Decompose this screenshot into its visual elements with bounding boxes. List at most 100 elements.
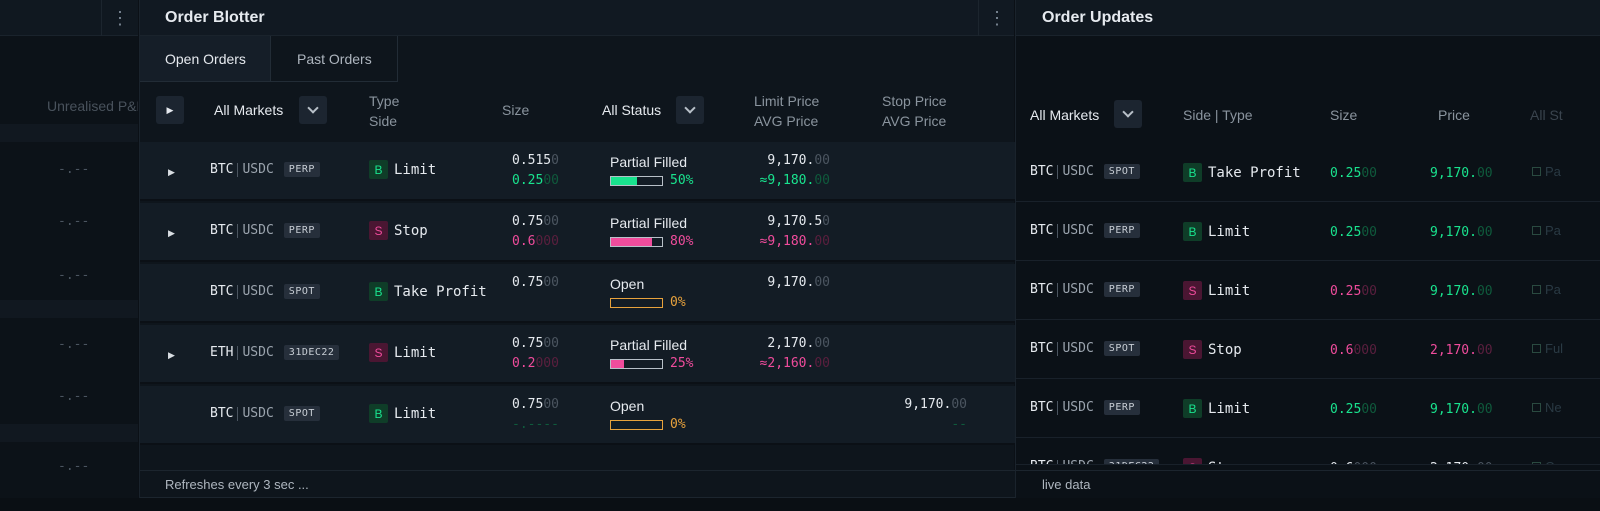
market-badge: PERP [283,162,320,177]
market-separator [1057,400,1059,415]
table-row[interactable]: ▶ ETH USDC 31DEC22 S Limit 0.7500 0.2000 Partial… [140,325,1015,384]
list-item[interactable]: BTC USDC PERP B Limit 0.2500 9,170.00 Ne [1016,379,1600,438]
side-type-cell: S Limit [1183,281,1250,300]
update-price: 2,170.00 [1430,461,1493,464]
limit-price: 9,170.00 [767,153,830,168]
filled-size: -.---- [512,417,559,432]
updates-price-header: Price [1438,107,1470,123]
side-type-cell: B Limit [369,404,436,423]
price-trailing-digits: 00 [1476,284,1493,299]
market-badge: SPOT [1103,341,1140,356]
blotter-kebab-icon[interactable]: ⋮ [988,7,1006,28]
side-type-header: Side | Type [1183,107,1253,123]
market-cell: BTC USDC PERP [1030,400,1140,415]
expand-row-icon[interactable]: ▶ [168,167,175,177]
size-trailing-digits: 00 [1361,166,1377,181]
market-cell: BTC USDC PERP [210,162,320,177]
expand-all-button[interactable]: ▶ [156,96,184,124]
blotter-header: Order Blotter ⋮ [140,0,1014,36]
header-divider [101,0,102,36]
fill-percent: 0% [670,417,686,432]
order-updates-panel: Order Updates All Markets Side | Type Si… [1015,0,1600,511]
size-trailing-digits: 0 [551,153,559,168]
fill-percent: 80% [670,234,694,249]
filled-size: 0.6000 [512,234,559,249]
positions-kebab-icon[interactable]: ⋮ [111,7,129,28]
market-badge: PERP [283,223,320,238]
type-header: Type [369,93,400,109]
update-price: 9,170.00 [1430,402,1493,417]
order-type: Stop [1208,341,1242,358]
quote-asset: USDC [1062,459,1093,464]
chevron-down-icon [1122,106,1134,118]
market-separator [1057,223,1059,238]
size-header: Size [502,102,530,118]
markets-filter-dropdown[interactable] [299,96,327,124]
status-text: Pa [1545,164,1561,179]
stop-avg-price: -- [951,417,967,432]
size-trailing-digits: 00 [543,397,559,412]
table-row[interactable]: BTC USDC SPOT B Limit 0.7500 -.---- Open 0% 9,170… [140,386,1015,445]
updates-markets-filter-dropdown[interactable] [1114,100,1142,128]
price-digits: 9,170. [1430,284,1477,299]
side-type-cell: S Stop [1183,340,1242,359]
status-text: Pa [1545,223,1561,238]
list-item[interactable]: BTC USDC SPOT S Stop 0.6000 2,170.00 Ful [1016,320,1600,379]
size-digits: 0.515 [512,153,552,168]
size-digits: 0.25 [1330,225,1362,240]
base-asset: BTC [1030,164,1054,179]
filled-digits: 0.6 [512,234,536,249]
expand-row-icon[interactable]: ▶ [168,228,175,238]
size-trailing-digits: 00 [543,275,559,290]
quote-asset: USDC [1062,282,1094,297]
size-trailing-digits: 00 [543,214,559,229]
side-badge: B [369,282,388,301]
fill-percent: 50% [670,173,694,188]
size-digits: 0.6 [1330,461,1353,464]
updates-markets-filter-label: All Markets [1030,107,1100,123]
status-label: Partial Filled [610,337,688,353]
price-digits: 9,170. [1430,166,1477,181]
limit-price: 9,170.50 [767,214,830,229]
expand-row-icon[interactable]: ▶ [168,350,175,360]
table-row[interactable]: ▶ BTC USDC PERP B Limit 0.5150 0.2500 Partial Fi… [140,142,1015,201]
size-digits: 0.6 [1330,343,1354,358]
market-badge: 31DEC22 [1103,459,1160,464]
row-stripe [0,300,138,318]
tab-past-orders[interactable]: Past Orders [271,36,398,82]
order-blotter-panel: Order Blotter ⋮ Open Orders Past Orders … [139,0,1015,511]
order-type: Take Profit [394,283,487,300]
order-size: 0.7500 [512,397,559,412]
status-square-icon [1532,403,1541,412]
update-status: Ca [1532,459,1562,464]
list-item[interactable]: BTC USDC SPOT B Take Profit 0.2500 9,170.00 Pa [1016,143,1600,202]
table-row[interactable]: BTC USDC SPOT B Take Profit 0.7500 Open 0% 9,170… [140,264,1015,323]
avg-price: ≈9,180.00 [760,173,830,188]
tab-open-orders[interactable]: Open Orders [140,36,271,82]
list-item[interactable]: BTC USDC 31DEC22 S Stop 0.6000 2,170.00 Ca [1016,438,1600,465]
update-size: 0.6000 [1330,343,1377,358]
table-row[interactable]: ▶ BTC USDC PERP S Stop 0.7500 0.6000 Partial Fil… [140,203,1015,262]
base-asset: BTC [1030,459,1053,464]
market-cell: BTC USDC PERP [1030,282,1140,297]
filled-digits: 0.2 [512,356,536,371]
side-type-cell: S Stop [1183,458,1242,464]
order-type: Limit [1208,223,1251,240]
order-type: Limit [394,344,437,361]
status-text: Pa [1545,282,1561,297]
update-price: 9,170.00 [1430,225,1493,240]
status-filter-dropdown[interactable] [676,96,704,124]
list-item[interactable]: BTC USDC PERP B Limit 0.2500 9,170.00 Pa [1016,202,1600,261]
status-label: Partial Filled [610,215,688,231]
size-digits: 0.25 [1330,284,1362,299]
limit-price-header: Limit Price [754,93,820,109]
market-separator [1057,341,1059,356]
update-status: Pa [1532,282,1561,297]
price-trailing-digits: 00 [1476,225,1493,240]
quote-asset: USDC [1062,400,1094,415]
list-item[interactable]: BTC USDC PERP S Limit 0.2500 9,170.00 Pa [1016,261,1600,320]
fill-progress-bar [610,176,663,186]
market-badge: PERP [1103,223,1140,238]
price-digits: 2,170. [1430,343,1477,358]
side-type-cell: B Take Profit [369,282,487,301]
